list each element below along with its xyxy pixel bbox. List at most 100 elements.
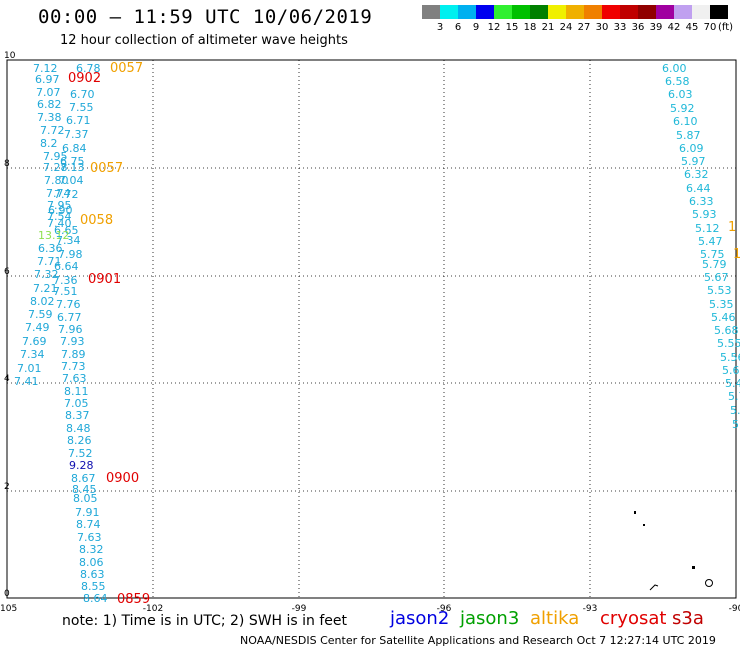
swh-value-label: 8.26 (67, 434, 92, 447)
time-label: 1 (733, 247, 740, 262)
legend-swatch (458, 5, 476, 19)
swh-value-label: 6.32 (684, 168, 709, 181)
time-label: 1 (728, 220, 736, 235)
credit-line: NOAA/NESDIS Center for Satellite Applica… (240, 634, 716, 647)
swh-value-label: 7.89 (61, 348, 86, 361)
y-tick-label: 6 (4, 267, 10, 277)
legend-swatch (530, 5, 548, 19)
swh-value-label: 8.64 (83, 592, 108, 605)
swh-value-label: 7.12 (33, 62, 58, 75)
swh-value-label: 7.74 (46, 187, 71, 200)
legend-swatch (512, 5, 530, 19)
swh-value-label: 7.76 (56, 298, 81, 311)
legend-tick-label: 9 (472, 22, 480, 33)
legend-tick-label: 15 (505, 22, 519, 33)
island (692, 566, 695, 569)
island (634, 511, 636, 514)
legend-tick-label: 3 (436, 22, 444, 33)
swh-value-label: 7.96 (58, 323, 83, 336)
swh-value-label: 5.12 (695, 222, 720, 235)
swh-value-label: 5. (730, 404, 740, 417)
swh-value-label: 6.03 (668, 88, 693, 101)
swh-value-label: 7.72 (40, 124, 65, 137)
swh-value-label: 5.55 (717, 337, 740, 350)
legend-tick-label: 70 (703, 22, 717, 33)
y-tick-label: 10 (4, 51, 16, 61)
satellite-label-cryosat: cryosat (600, 608, 667, 629)
legend-tick-label: 45 (685, 22, 699, 33)
time-label: 0901 (88, 272, 121, 287)
x-tick-label: -93 (583, 604, 598, 614)
swh-value-label: 7.41 (14, 375, 39, 388)
swh-value-label: 7.98 (58, 248, 83, 261)
swh-value-label: 8.63 (80, 568, 105, 581)
satellite-label-jason3: jason3 (460, 608, 520, 629)
satellite-label-jason2: jason2 (390, 608, 450, 629)
map-frame (6, 59, 737, 599)
y-tick-label: 0 (4, 589, 10, 599)
swh-value-label: 7.71 (37, 255, 62, 268)
swh-value-label: 8.37 (65, 409, 90, 422)
legend-tick-label: 27 (577, 22, 591, 33)
swh-value-label: 5.92 (670, 102, 695, 115)
swh-value-label: 7.91 (75, 506, 100, 519)
swh-value-label: 5. (732, 418, 740, 431)
swh-value-label: 5.64 (722, 364, 740, 377)
swh-value-label: 6.77 (57, 311, 82, 324)
swh-value-label: 8.05 (73, 492, 98, 505)
swh-value-label: 5.7 (728, 390, 740, 403)
swh-value-label: 6.65 (54, 224, 79, 237)
legend-tick-label: 42 (667, 22, 681, 33)
swh-value-label: 7.07 (36, 86, 61, 99)
swh-value-label: 7.28 (43, 161, 68, 174)
swh-value-label: 7.73 (61, 360, 86, 373)
swh-value-label: 7.37 (64, 128, 89, 141)
time-label: 0057 (90, 161, 123, 176)
legend-tick-label: 18 (523, 22, 537, 33)
legend-tick-label: 36 (631, 22, 645, 33)
swh-value-label: 6.64 (54, 260, 79, 273)
swh-value-label: 7.63 (62, 372, 87, 385)
legend-swatch (710, 5, 728, 19)
swh-value-label: 7.38 (37, 111, 62, 124)
swh-value-label: 7.72 (54, 188, 79, 201)
swh-value-label: 6.33 (689, 195, 714, 208)
swh-value-label: 8.74 (76, 518, 101, 531)
swh-value-label: 8.02 (30, 295, 55, 308)
map-subtitle: 12 hour collection of altimeter wave hei… (60, 33, 348, 48)
swh-value-label: 6.97 (35, 73, 60, 86)
legend-swatch (656, 5, 674, 19)
swh-value-label: 5.35 (709, 298, 734, 311)
y-tick-label: 2 (4, 482, 10, 492)
swh-value-label: 5.93 (692, 208, 717, 221)
legend-tick-label: 33 (613, 22, 627, 33)
swh-value-label: 7.59 (28, 308, 53, 321)
swh-value-label: 7.93 (60, 335, 85, 348)
footnote: note: 1) Time is in UTC; 2) SWH is in fe… (62, 613, 348, 629)
swh-value-label: 6.58 (665, 75, 690, 88)
swh-value-label: 6.82 (37, 98, 62, 111)
swh-value-label: 5.4 (725, 377, 740, 390)
swh-value-label: 7.80 (44, 174, 69, 187)
x-tick-label: -90 (729, 604, 740, 614)
legend-tick-label: 12 (487, 22, 501, 33)
x-tick-label: -96 (437, 604, 452, 614)
legend-tick-label: 30 (595, 22, 609, 33)
swh-value-label: 7.32 (34, 268, 59, 281)
legend-swatch (638, 5, 656, 19)
swh-value-label: 7.04 (59, 174, 84, 187)
swh-value-label: 8.2 (40, 137, 58, 150)
swh-value-label: 7.01 (17, 362, 42, 375)
swh-value-label: 8.06 (79, 556, 104, 569)
swh-value-label: 7.05 (64, 397, 89, 410)
swh-value-label: 7.34 (20, 348, 45, 361)
legend-swatch (566, 5, 584, 19)
swh-value-label: 7.21 (33, 282, 58, 295)
swh-value-label: 5.56 (720, 351, 740, 364)
time-label: 0057 (110, 61, 143, 76)
island (643, 524, 645, 526)
swh-value-label: 8.32 (79, 543, 104, 556)
swh-value-label: 7.54 (47, 210, 72, 223)
swh-value-label: 13.12 (38, 229, 70, 242)
